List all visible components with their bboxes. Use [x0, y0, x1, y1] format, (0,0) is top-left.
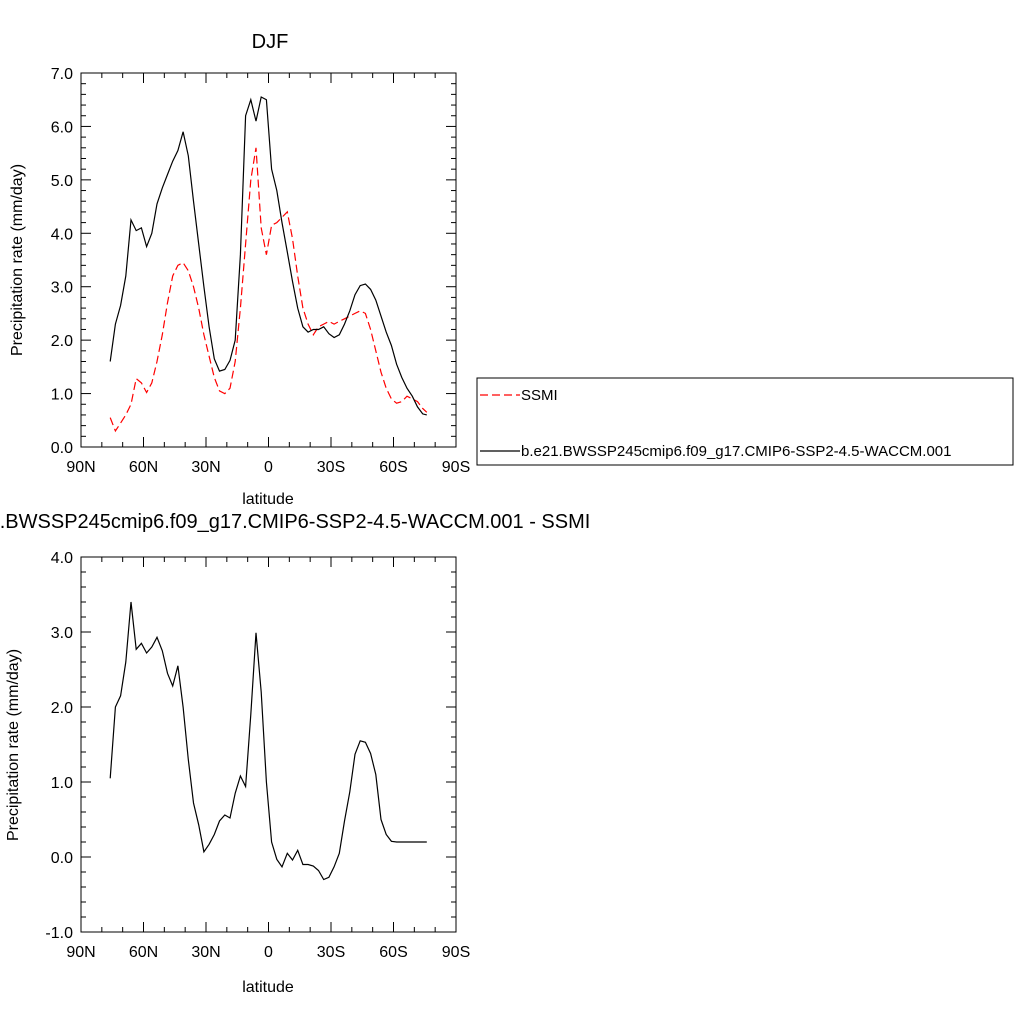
- x-tick-label: 30N: [191, 459, 220, 476]
- y-tick-label: 1.0: [51, 775, 73, 792]
- y-tick-label: 6.0: [51, 119, 73, 136]
- chart-top-legend: SSMI b.e21.BWSSP245cmip6.f09_g17.CMIP6-S…: [476, 377, 1014, 466]
- y-tick-label: 7.0: [51, 66, 73, 83]
- series-line-b-e21-bwssp245cmip6-f09-g17-cmip6-ssp2-4-5-waccm-001: [109, 96, 427, 416]
- y-tick-label: 5.0: [51, 173, 73, 190]
- x-tick-label: 30N: [191, 944, 220, 961]
- chart-top-ticks: 90N 60N 30N 0 30S 60S 90S 0.0 1.0 2.0 3.0 4.0 5.0 6.0…: [51, 66, 470, 476]
- chart-bottom: b.e21.BWSSP245cmip6.f09_g17.CMIP6-SSP2-4…: [0, 511, 590, 996]
- x-tick-label: 60S: [379, 459, 407, 476]
- legend-box: [476, 377, 1014, 466]
- x-tick-label: 90N: [66, 459, 95, 476]
- chart-bottom-ylabel: Precipitation rate (mm/day): [5, 649, 22, 841]
- y-tick-label: 3.0: [51, 625, 73, 642]
- series-line-difference: [109, 601, 427, 881]
- chart-bottom-title: b.e21.BWSSP245cmip6.f09_g17.CMIP6-SSP2-4…: [0, 511, 590, 533]
- x-tick-label: 0: [264, 944, 273, 961]
- y-tick-label: 1.0: [51, 387, 73, 404]
- y-tick-label: 0.0: [51, 850, 73, 867]
- y-tick-label: 4.0: [51, 226, 73, 243]
- y-tick-label: 2.0: [51, 333, 73, 350]
- chart-top-plot-frame: [80, 72, 457, 448]
- x-tick-label: 60N: [129, 459, 158, 476]
- chart-bottom-plot-frame: [80, 556, 457, 933]
- legend-model-label: b.e21.BWSSP245cmip6.f09_g17.CMIP6-SSP2-4…: [521, 443, 951, 460]
- chart-top-series: [109, 96, 428, 433]
- y-tick-label: 3.0: [51, 280, 73, 297]
- x-tick-label: 30S: [317, 459, 345, 476]
- chart-bottom-xlabel: latitude: [242, 979, 294, 996]
- legend-ssmi-label: SSMI: [521, 387, 558, 404]
- x-tick-label: 0: [264, 459, 273, 476]
- chart-top-title: DJF: [252, 31, 289, 53]
- y-tick-label: 4.0: [51, 550, 73, 567]
- chart-bottom-series: [109, 601, 427, 881]
- x-tick-label: 30S: [317, 944, 345, 961]
- x-tick-label: 90S: [442, 459, 470, 476]
- chart-bottom-ticks: 90N 60N 30N 0 30S 60S 90S -1.0 0.0 1.0 2.0 3.0 4.0: [45, 550, 470, 961]
- y-tick-label: 0.0: [51, 440, 73, 457]
- y-tick-label: 2.0: [51, 700, 73, 717]
- chart-top-ylabel: Precipitation rate (mm/day): [9, 164, 26, 356]
- x-tick-label: 90S: [442, 944, 470, 961]
- x-tick-label: 90N: [66, 944, 95, 961]
- x-tick-label: 60S: [379, 944, 407, 961]
- series-line-ssmi: [109, 147, 428, 433]
- chart-top: DJF 90N 60N 30N 0 30S 60S 90S 0.0 1.0 2.0 3.0 4.0 5.…: [9, 31, 1014, 508]
- y-tick-label: -1.0: [45, 925, 73, 942]
- chart-top-xlabel: latitude: [242, 491, 294, 508]
- x-tick-label: 60N: [129, 944, 158, 961]
